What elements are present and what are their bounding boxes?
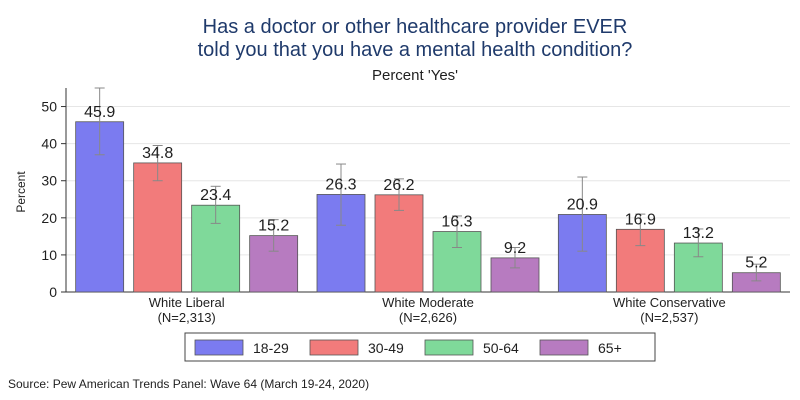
category-label: White Conservative: [613, 295, 726, 310]
legend-label: 30-49: [368, 340, 404, 356]
category-label: White Moderate: [382, 295, 474, 310]
y-tick-label: 0: [49, 284, 57, 300]
value-label: 34.8: [142, 145, 173, 162]
axes: 0 10 20 30 40 50: [41, 88, 790, 300]
category-sublabel: (N=2,626): [399, 310, 457, 325]
legend-label: 65+: [598, 340, 622, 356]
y-tick-label: 20: [41, 210, 57, 226]
value-label: 13.2: [683, 225, 714, 242]
value-label: 20.9: [567, 196, 598, 213]
bars: [75, 87, 781, 293]
value-label: 45.9: [84, 104, 115, 121]
category-label: White Liberal: [149, 295, 225, 310]
value-label: 26.3: [325, 176, 356, 193]
value-labels: 45.9 34.8 23.4 15.2 26.3 26.2 16.3 9.2 20.9 16.9 1…: [84, 104, 767, 272]
bar-30-49: [374, 194, 424, 293]
value-label: 5.2: [745, 255, 767, 272]
y-tick-label: 10: [41, 247, 57, 263]
category-sublabel: (N=2,537): [640, 310, 698, 325]
source-note: Source: Pew American Trends Panel: Wave …: [8, 377, 369, 391]
legend-swatch: [424, 339, 474, 356]
bar-30-49: [133, 162, 183, 293]
legend-swatch: [309, 339, 359, 356]
legend-label: 18-29: [253, 340, 289, 356]
value-label: 15.2: [258, 218, 289, 235]
gridlines: [66, 106, 790, 256]
y-axis-label: Percent: [14, 171, 28, 213]
value-label: 16.3: [441, 214, 472, 231]
y-tick-label: 50: [41, 99, 57, 115]
chart-title-line-1: Has a doctor or other healthcare provide…: [203, 16, 628, 38]
legend-label: 50-64: [483, 340, 519, 356]
legend-swatch: [194, 339, 244, 356]
y-tick-label: 30: [41, 173, 57, 189]
legend-swatch: [539, 339, 589, 356]
y-tick-label: 40: [41, 136, 57, 152]
category-sublabel: (N=2,313): [158, 310, 216, 325]
value-label: 26.2: [383, 177, 414, 194]
value-label: 16.9: [625, 211, 656, 228]
chart-title-line-2: told you that you have a mental health c…: [198, 39, 633, 61]
category-labels: White Liberal(N=2,313)White Moderate(N=2…: [149, 295, 726, 325]
value-label: 9.2: [504, 240, 526, 257]
value-label: 23.4: [200, 187, 231, 204]
legend: 18-29 30-49 50-64 65+: [184, 332, 656, 362]
chart-subtitle: Percent 'Yes': [372, 67, 458, 84]
